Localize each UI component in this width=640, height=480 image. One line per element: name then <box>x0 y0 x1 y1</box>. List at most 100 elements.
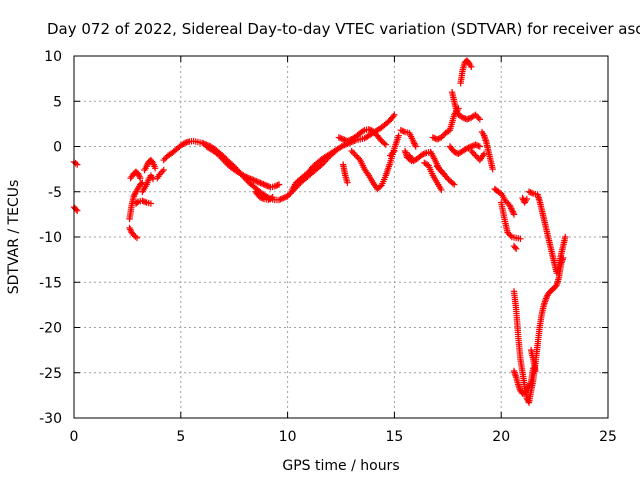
data-point <box>344 137 351 145</box>
data-point <box>273 182 280 189</box>
data-point <box>250 176 257 184</box>
x-tick-label: 25 <box>599 429 617 445</box>
data-point <box>462 146 469 153</box>
data-point <box>143 163 150 170</box>
data-point <box>351 150 358 158</box>
data-point <box>451 148 458 156</box>
data-point <box>505 230 513 238</box>
data-point <box>406 156 414 163</box>
y-tick-label: 5 <box>53 94 62 110</box>
data-point <box>508 206 516 214</box>
data-point <box>220 156 227 164</box>
data-point <box>126 224 133 232</box>
data-point <box>131 191 138 198</box>
data-point <box>525 188 533 195</box>
data-point <box>160 156 167 164</box>
y-tick-label: -5 <box>48 185 62 201</box>
data-point <box>247 175 254 182</box>
data-point <box>144 161 151 169</box>
data-point <box>285 191 293 198</box>
data-point <box>435 164 442 172</box>
data-point <box>339 136 347 143</box>
chart-title: Day 072 of 2022, Sidereal Day-to-day VTE… <box>47 20 640 38</box>
data-point <box>458 113 465 120</box>
data-points <box>70 57 569 406</box>
data-point <box>510 211 518 218</box>
data-point <box>337 134 344 142</box>
data-point <box>244 174 251 181</box>
y-tick-label: 10 <box>44 49 62 65</box>
data-point <box>507 203 514 211</box>
data-point <box>180 140 187 147</box>
data-point <box>254 178 261 185</box>
data-point <box>256 193 264 201</box>
data-point <box>381 140 388 147</box>
data-point <box>512 245 520 252</box>
data-point <box>352 152 360 159</box>
data-point <box>421 150 429 157</box>
data-point <box>159 168 166 175</box>
data-point <box>523 195 531 203</box>
data-point <box>257 179 264 187</box>
data-point <box>261 181 269 189</box>
data-point <box>281 194 288 201</box>
data-point <box>476 116 484 123</box>
data-point <box>271 183 278 190</box>
data-point <box>344 179 351 186</box>
data-point <box>489 165 496 173</box>
data-point <box>466 143 474 151</box>
data-point <box>528 189 536 197</box>
data-point <box>472 111 479 119</box>
data-point <box>463 116 471 123</box>
data-point <box>543 293 550 301</box>
data-point <box>470 112 478 119</box>
data-point <box>395 132 402 139</box>
data-point <box>502 197 509 204</box>
data-point <box>517 235 524 243</box>
data-point <box>453 108 461 116</box>
data-point <box>509 208 516 215</box>
data-point <box>429 134 437 141</box>
data-point <box>470 150 478 158</box>
data-point <box>127 226 134 233</box>
data-point <box>216 152 223 159</box>
data-point <box>275 196 283 204</box>
data-point <box>339 142 347 149</box>
data-point <box>274 181 281 189</box>
data-point <box>221 158 229 165</box>
data-point <box>243 173 250 181</box>
data-point <box>420 150 427 158</box>
data-point <box>472 152 479 159</box>
data-point <box>527 189 534 196</box>
data-point <box>354 153 361 161</box>
data-point <box>355 155 362 162</box>
x-axis-label: GPS time / hours <box>282 458 399 474</box>
data-point <box>466 114 474 122</box>
data-point <box>475 114 482 122</box>
data-point <box>459 114 466 121</box>
x-tick-label: 0 <box>70 429 79 445</box>
data-point <box>359 127 367 135</box>
data-point <box>431 134 438 142</box>
data-point <box>519 194 526 202</box>
data-point <box>382 141 390 148</box>
data-point <box>259 195 266 202</box>
data-point <box>140 198 147 205</box>
data-point <box>410 138 417 146</box>
data-point <box>136 173 143 180</box>
grid <box>74 56 608 418</box>
data-point <box>251 177 259 184</box>
data-point <box>397 127 405 134</box>
data-point <box>369 127 377 135</box>
data-point <box>473 113 481 120</box>
data-point <box>475 142 482 150</box>
data-point <box>412 143 419 150</box>
y-tick-label: -30 <box>39 411 62 427</box>
data-point <box>156 171 163 178</box>
y-tick-label: -10 <box>39 230 62 246</box>
data-point <box>278 195 286 202</box>
data-point <box>240 172 247 179</box>
data-point <box>443 174 451 182</box>
data-point <box>411 140 418 147</box>
